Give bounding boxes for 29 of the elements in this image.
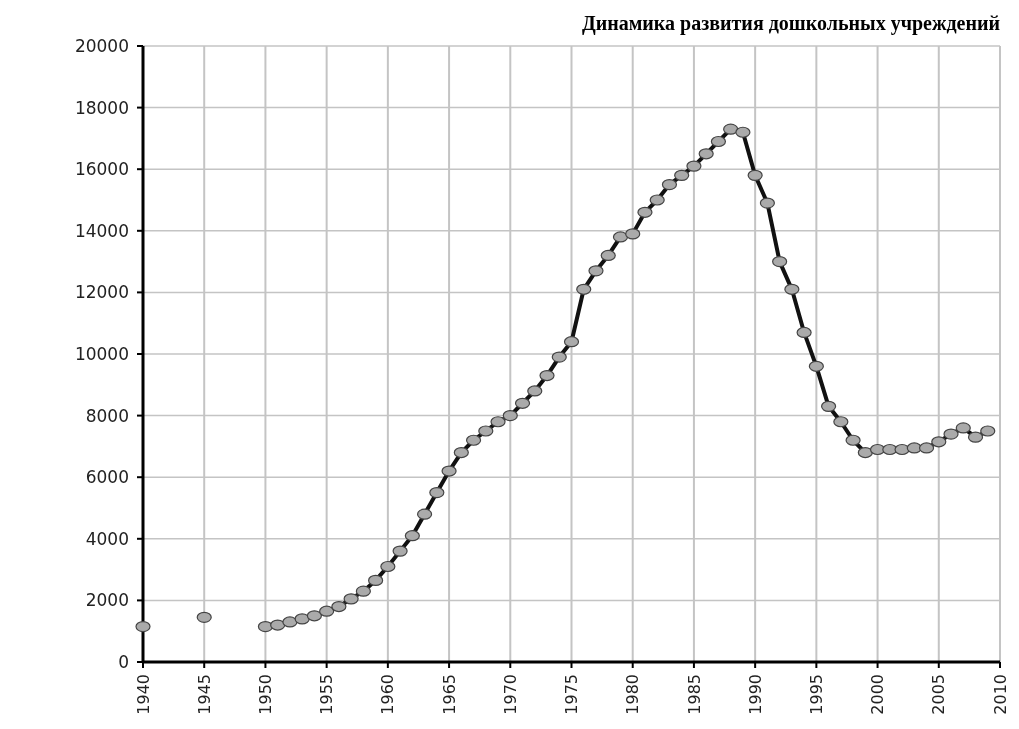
x-tick-label: 1985: [684, 674, 704, 715]
x-tick-label: 1995: [806, 674, 826, 715]
x-tick-label: 2010: [990, 674, 1010, 715]
y-tick-label: 18000: [74, 97, 129, 118]
x-tick-label: 2000: [868, 674, 888, 715]
x-tick-label: 1965: [439, 674, 459, 715]
y-tick-label: 14000: [74, 220, 129, 241]
x-tick-label: 1970: [500, 674, 520, 715]
y-tick-label: 20000: [74, 35, 129, 56]
y-tick-label: 8000: [85, 405, 129, 426]
y-tick-label: 6000: [85, 467, 129, 488]
y-tick-label: 12000: [74, 282, 129, 303]
point: [135, 620, 151, 633]
point: [196, 611, 212, 623]
x-tick-label: 1945: [194, 674, 214, 715]
y-tick-label: 16000: [74, 159, 129, 180]
x-tick-label: 1940: [133, 674, 153, 715]
x-tick-label: 1955: [317, 674, 337, 715]
y-tick-label: 0: [118, 651, 129, 672]
y-tick-label: 2000: [85, 590, 129, 611]
x-tick-label: 2005: [929, 674, 949, 715]
chart-title: Динамика развития дошкольных учреждений: [581, 12, 1000, 35]
y-tick-label: 4000: [85, 528, 129, 549]
x-tick-label: 1990: [745, 674, 765, 715]
x-tick-label: 1975: [562, 674, 582, 715]
x-tick-label: 1950: [256, 674, 276, 715]
x-tick-label: 1960: [378, 674, 398, 715]
y-tick-label: 10000: [74, 343, 129, 364]
x-tick-label: 1980: [623, 674, 643, 715]
